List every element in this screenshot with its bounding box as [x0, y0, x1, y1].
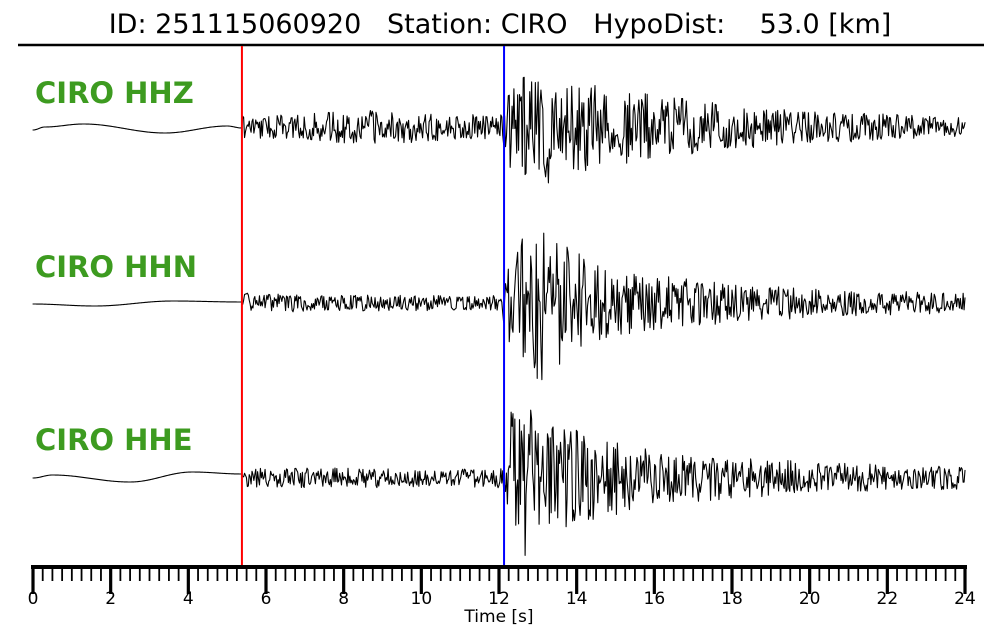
trace-labels: CIRO HHZ CIRO HHN CIRO HHE — [35, 76, 197, 457]
x-tick-label: 6 — [261, 589, 272, 609]
waveform-hhn — [32, 232, 966, 381]
x-tick-label: 22 — [877, 589, 899, 609]
trace-label-hhz: CIRO HHZ — [35, 76, 194, 110]
x-tick-label: 10 — [411, 589, 433, 609]
x-tick-label: 2 — [105, 589, 116, 609]
waveforms — [32, 76, 966, 556]
x-tick-label: 0 — [28, 589, 39, 609]
x-tick-labels: 0 2 4 6 8 10 12 14 16 18 20 22 24 — [28, 589, 976, 609]
waveform-hhz — [32, 76, 966, 184]
x-tick-label: 12 — [488, 589, 510, 609]
waveform-hhe — [32, 409, 966, 556]
x-tick-label: 4 — [183, 589, 194, 609]
figure-title: ID: 251115060920 Station: CIRO HypoDist:… — [109, 9, 892, 40]
trace-label-hhn: CIRO HHN — [35, 250, 197, 284]
trace-label-hhe: CIRO HHE — [35, 423, 193, 457]
time-axis — [31, 565, 967, 594]
x-axis-label: Time [s] — [463, 607, 533, 627]
x-tick-label: 18 — [721, 589, 743, 609]
x-tick-label: 16 — [644, 589, 666, 609]
x-tick-label: 14 — [566, 589, 588, 609]
x-tick-label: 8 — [338, 589, 349, 609]
x-tick-label: 20 — [799, 589, 821, 609]
x-tick-label: 24 — [954, 589, 976, 609]
